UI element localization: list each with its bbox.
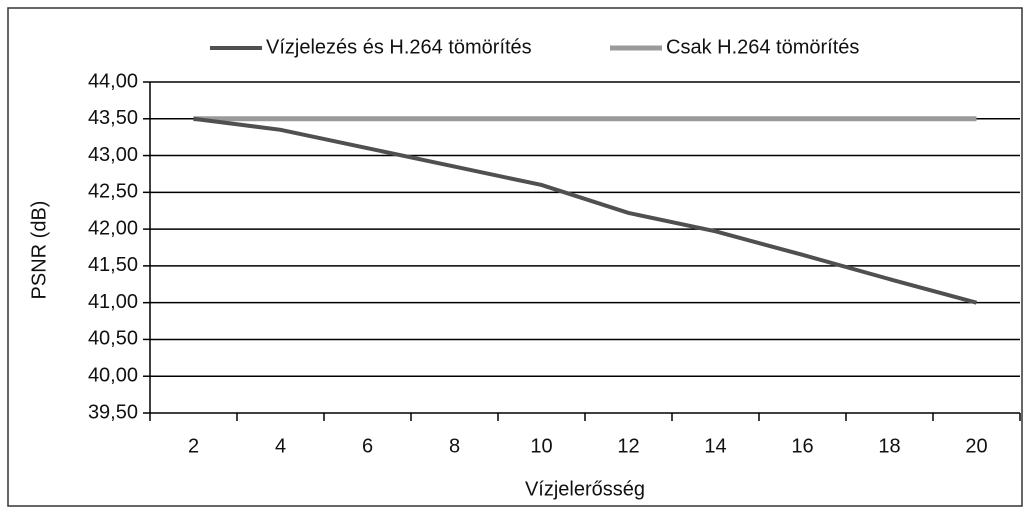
frame (7, 7, 1023, 507)
legend-label: Vízjelezés és H.264 tömörítés (266, 36, 532, 58)
y-tick-label: 40,50 (88, 328, 138, 350)
y-tick-label: 43,50 (88, 107, 138, 129)
x-tick-label: 2 (188, 435, 199, 457)
y-tick-label: 40,00 (88, 365, 138, 387)
x-tick-label: 20 (965, 435, 987, 457)
x-tick-label: 16 (791, 435, 813, 457)
x-tick-label: 12 (617, 435, 639, 457)
x-tick-label: 8 (449, 435, 460, 457)
x-tick-label: 18 (878, 435, 900, 457)
y-axis-label: PSNR (dB) (28, 201, 50, 300)
y-tick-label: 43,00 (88, 144, 138, 166)
x-tick-label: 10 (530, 435, 552, 457)
y-tick-label: 42,00 (88, 217, 138, 239)
y-tick-label: 42,50 (88, 181, 138, 203)
legend-label: Csak H.264 tömörítés (666, 36, 859, 58)
y-tick-label: 41,00 (88, 291, 138, 313)
x-tick-label: 4 (275, 435, 286, 457)
y-tick-label: 39,50 (88, 401, 138, 423)
x-tick-label: 14 (704, 435, 726, 457)
y-tick-label: 44,00 (88, 70, 138, 92)
x-axis-label: Vízjelerősség (525, 478, 645, 500)
y-tick-label: 41,50 (88, 254, 138, 276)
series-line (193, 116, 978, 305)
x-tick-label: 6 (362, 435, 373, 457)
